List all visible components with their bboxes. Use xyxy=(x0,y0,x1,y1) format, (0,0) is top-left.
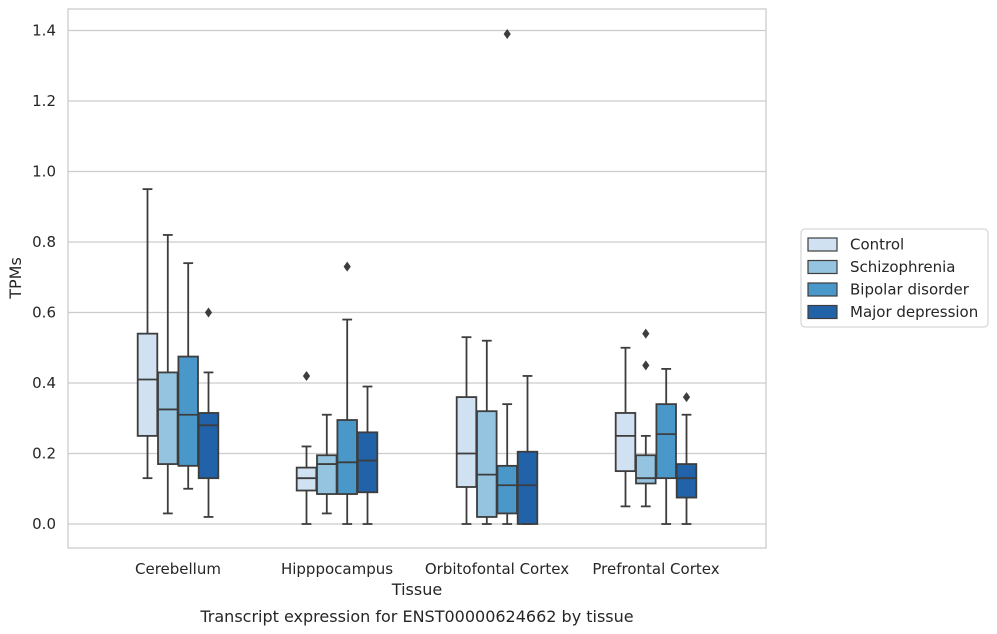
legend-swatch xyxy=(807,237,838,252)
box-plots xyxy=(136,29,698,525)
box-body xyxy=(655,403,677,480)
x-tick-label: Prefrontal Cortex xyxy=(592,560,719,578)
outlier-point xyxy=(642,328,650,339)
box-3-0 xyxy=(197,307,220,518)
y-axis-label: TPMs xyxy=(6,257,25,300)
box-0-2 xyxy=(455,336,478,525)
box-2-3 xyxy=(655,367,677,525)
box-body xyxy=(476,410,498,518)
y-tick-label: 0.2 xyxy=(32,445,56,463)
legend-swatch xyxy=(807,304,838,320)
outlier-point xyxy=(204,307,213,318)
box-2-1 xyxy=(336,261,358,525)
box-1-1 xyxy=(316,413,338,515)
y-tick-label: 1.4 xyxy=(32,22,56,40)
y-tick-labels: 0.0 0.2 0.4 0.6 0.8 1.0 1.2 1.4 xyxy=(32,22,56,534)
box-body xyxy=(336,419,358,495)
box-0-1 xyxy=(295,370,318,525)
legend-label: Major depression xyxy=(850,303,978,321)
legend: Control Schizophrenia Bipolar disorder Majo… xyxy=(800,228,989,328)
legend-label: Schizophrenia xyxy=(850,258,955,276)
y-tick-label: 1.2 xyxy=(32,92,56,110)
box-3-1 xyxy=(356,385,379,525)
box-body xyxy=(136,332,159,437)
box-body xyxy=(455,396,478,488)
box-2-0 xyxy=(177,262,199,490)
legend-frame xyxy=(800,228,989,328)
legend-label: Control xyxy=(850,236,904,254)
box-1-0 xyxy=(157,234,179,515)
box-2-2 xyxy=(496,29,518,525)
x-axis-label: Tissue xyxy=(391,580,442,599)
box-body xyxy=(157,371,179,465)
box-body xyxy=(356,431,379,494)
x-tick-labels: Cerebellum Hipppocampus Orbitofontal Corte… xyxy=(135,560,720,578)
y-tick-label: 0.6 xyxy=(32,304,56,322)
box-body xyxy=(496,464,518,515)
y-tick-label: 0.8 xyxy=(32,233,56,251)
box-body xyxy=(516,450,539,525)
y-tick-label: 0.4 xyxy=(32,374,56,392)
outlier-point xyxy=(302,370,311,381)
box-3-3 xyxy=(675,392,698,525)
legend-swatch xyxy=(807,259,838,275)
box-1-3 xyxy=(635,328,657,508)
x-tick-label: Hipppocampus xyxy=(281,560,393,578)
box-body xyxy=(635,454,657,485)
outlier-point xyxy=(343,261,351,272)
box-0-3 xyxy=(614,346,637,508)
outlier-point xyxy=(682,392,691,403)
x-tick-label: Orbitofontal Cortex xyxy=(425,560,569,578)
box-body xyxy=(614,412,637,473)
outlier-point xyxy=(642,360,650,371)
x-tick-label: Cerebellum xyxy=(135,560,221,578)
box-3-2 xyxy=(516,375,539,525)
y-tick-label: 1.0 xyxy=(32,163,56,181)
box-body xyxy=(675,463,698,499)
outlier-point xyxy=(503,29,511,40)
chart-caption: Transcript expression for ENST0000062466… xyxy=(199,607,633,626)
y-tick-label: 0.0 xyxy=(32,515,56,533)
box-body xyxy=(197,412,220,480)
box-body xyxy=(177,355,199,467)
box-0-0 xyxy=(136,188,159,480)
box-body xyxy=(316,454,338,495)
legend-label: Bipolar disorder xyxy=(850,281,970,299)
box-1-2 xyxy=(476,339,498,525)
plot-frame xyxy=(67,8,767,549)
legend-swatch xyxy=(807,282,838,297)
